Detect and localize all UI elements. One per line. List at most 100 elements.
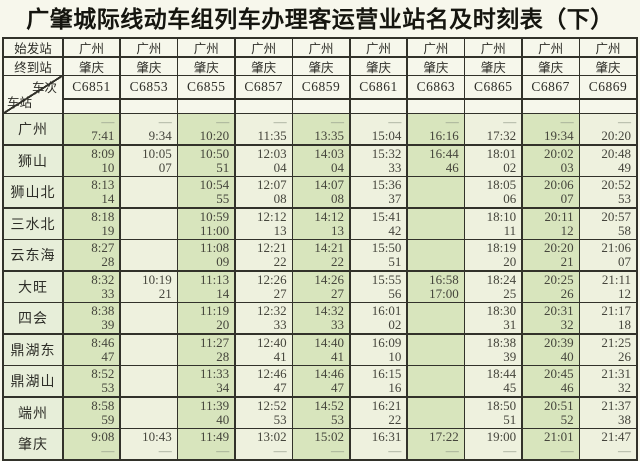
- origin-cell: 广州: [522, 39, 579, 56]
- time-cell: —16:16: [407, 114, 464, 144]
- time-cell: [120, 208, 177, 239]
- dest-cell: 肇庆: [293, 57, 349, 75]
- arrival-time: 11:13: [200, 271, 230, 287]
- departure-time: 22: [388, 411, 402, 427]
- departure-time: 07: [158, 159, 172, 175]
- departure-time: 39: [101, 317, 115, 333]
- time-cell: 18:01 02: [465, 145, 522, 176]
- arrival-time: 15:50: [371, 240, 402, 255]
- time-cell: —17:32: [465, 114, 522, 144]
- train-number-cell: C6861: [350, 76, 407, 98]
- departure-time: 59: [101, 411, 115, 427]
- time-cell: 11:08 09: [178, 240, 235, 270]
- time-cell: 10:50 51: [178, 145, 235, 176]
- departure-time: —: [331, 443, 344, 459]
- arrival-time: 12:46: [256, 366, 287, 381]
- time-cell: 18:44 45: [465, 366, 522, 396]
- departure-time: 26: [560, 285, 574, 301]
- time-cell: 15:50 51: [350, 240, 407, 270]
- arrival-time: 10:05: [142, 145, 172, 161]
- arrival-time: 14:40: [314, 334, 344, 350]
- departure-time: 41: [331, 348, 344, 364]
- time-cell: [407, 334, 464, 365]
- time-cell: 16:58 17:00: [407, 271, 464, 302]
- arrival-time: 12:32: [256, 303, 287, 318]
- train-number-cell: C6857: [235, 76, 292, 98]
- arrival-time: 10:19: [142, 271, 172, 287]
- departure-time: 28: [216, 348, 230, 364]
- time-cell: 20:31 32: [522, 303, 579, 333]
- departure-time: 07: [560, 191, 574, 207]
- time-cell: 21:47—: [580, 429, 636, 459]
- dest-cell: 肇庆: [63, 57, 120, 75]
- arrival-time: 20:25: [543, 271, 574, 287]
- time-cell: 14:21 22: [293, 240, 349, 270]
- arrival-time: —: [216, 114, 230, 129]
- time-cell: [407, 397, 464, 428]
- arrival-time: 16:58: [429, 271, 459, 287]
- dest-cell: 肇庆: [350, 57, 407, 75]
- time-cell: 10:43—: [120, 429, 177, 459]
- departure-time: 55: [216, 191, 230, 207]
- arrival-time: 18:05: [486, 177, 517, 192]
- arrival-time: 15:36: [371, 177, 402, 192]
- arrival-time: 18:24: [486, 271, 517, 287]
- time-cell: 21:06 07: [580, 240, 636, 270]
- timetable-table: 始发站 广州 广州 广州 广州 广州 广州 广州 广州 广州 广州 终到站 肇庆 肇庆 肇庆 肇庆 肇庆 肇庆 肇庆…: [2, 37, 638, 461]
- departure-time: —: [388, 443, 402, 459]
- departure-time: 09: [216, 254, 230, 270]
- arrival-time: 12:26: [256, 271, 287, 287]
- departure-time: 46: [445, 159, 459, 175]
- arrival-time: 21:01: [543, 429, 574, 444]
- time-cell: 12:32 33: [235, 303, 292, 333]
- departure-time: 21: [158, 285, 172, 301]
- departure-time: 13: [273, 222, 287, 238]
- departure-time: 11:00: [200, 222, 230, 238]
- departure-time: 42: [388, 222, 402, 238]
- time-cell: 18:19 20: [465, 240, 522, 270]
- time-cell: 18:30 31: [465, 303, 522, 333]
- time-cell: 20:52 53: [580, 177, 636, 207]
- arrival-time: 16:21: [371, 397, 402, 413]
- arrival-time: 14:52: [314, 397, 344, 413]
- arrival-time: 8:27: [91, 240, 115, 255]
- time-cell: 10:59 11:00: [178, 208, 235, 239]
- time-cell: 21:25 26: [580, 334, 636, 365]
- departure-time: 58: [618, 222, 631, 238]
- time-cell: 20:51 52: [522, 397, 579, 428]
- arrival-time: 16:15: [371, 366, 402, 381]
- time-cell: 17:22—: [407, 429, 464, 459]
- origin-cell: 广州: [350, 39, 407, 56]
- departure-time: 11: [503, 222, 517, 238]
- spacer-cell: [580, 99, 636, 113]
- arrival-time: —: [388, 114, 402, 129]
- departure-time: —: [101, 443, 115, 459]
- departure-time: 49: [618, 159, 631, 175]
- time-cell: 20:11 12: [522, 208, 579, 239]
- time-cell: 15:55 56: [350, 271, 407, 302]
- time-cell: 12:46 47: [235, 366, 292, 396]
- dest-cell: 肇庆: [407, 57, 464, 75]
- arrival-time: 14:32: [314, 303, 344, 318]
- origin-cell: 广州: [63, 39, 120, 56]
- departure-time: —: [445, 443, 459, 459]
- spacer-cell: [407, 99, 464, 113]
- time-cell: 11:33 34: [178, 366, 235, 396]
- time-cell: 15:32 33: [350, 145, 407, 176]
- departure-time: 47: [331, 380, 344, 396]
- origin-cell: 广州: [178, 39, 235, 56]
- time-cell: 11:19 20: [178, 303, 235, 333]
- station-label: 车站: [7, 95, 33, 110]
- time-cell: —9:34: [120, 114, 177, 144]
- time-cell: 18:10 11: [465, 208, 522, 239]
- time-cell: 13:02—: [235, 429, 292, 459]
- arrival-time: 18:44: [486, 366, 517, 381]
- arrival-time: 21:11: [601, 271, 631, 287]
- departure-time: 51: [216, 159, 230, 175]
- time-cell: [407, 240, 464, 270]
- departure-time: 19: [101, 222, 115, 238]
- arrival-time: 19:00: [486, 429, 517, 444]
- time-cell: —7:41: [63, 114, 120, 144]
- arrival-time: 8:46: [91, 334, 115, 350]
- time-cell: 8:27 28: [63, 240, 120, 270]
